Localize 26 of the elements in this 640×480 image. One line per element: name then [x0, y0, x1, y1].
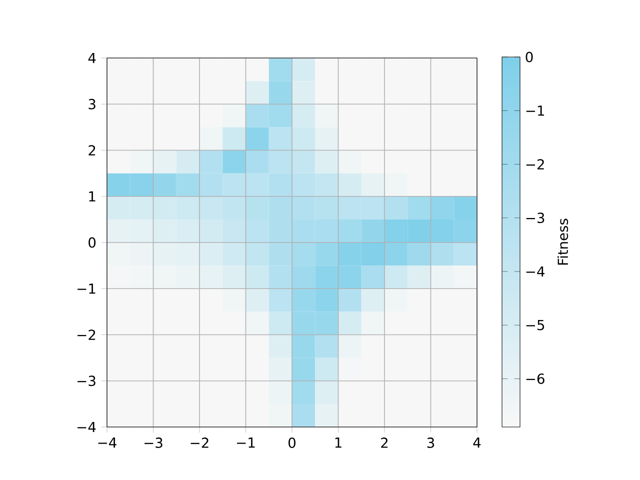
x-tick-label: −3 [144, 438, 162, 448]
color-bar-label: −6 [526, 374, 544, 384]
x-tick-label: −2 [190, 438, 208, 448]
y-tick-label: 0 [88, 237, 96, 248]
y-tick-label: 3 [88, 98, 96, 110]
x-tick-label: −4 [98, 438, 116, 448]
color-bar-label: −2 [526, 159, 544, 170]
color-bar-label: −3 [526, 212, 544, 224]
y-tick-label: −1 [78, 284, 96, 294]
y-tick-label: 2 [88, 145, 96, 156]
y-tick-label: −2 [78, 330, 96, 340]
color-bar-title: Fitness [557, 218, 568, 265]
x-tick-label: 1 [335, 438, 342, 448]
x-tick-label: 3 [427, 438, 434, 448]
y-tick-label: −4 [78, 422, 96, 432]
color-bar-label: −1 [526, 106, 544, 116]
x-tick-label: 2 [381, 438, 388, 448]
color-bar-label: −5 [526, 320, 544, 330]
y-tick-label: −3 [78, 376, 96, 386]
y-tick-label: 4 [88, 52, 96, 64]
x-tick-label: 4 [473, 438, 481, 448]
color-bar-label: 0 [526, 52, 533, 62]
x-tick-label: −1 [237, 438, 255, 448]
color-bar-label: −4 [526, 266, 544, 277]
y-tick-label: 1 [89, 191, 96, 202]
x-tick-label: 0 [288, 438, 296, 448]
